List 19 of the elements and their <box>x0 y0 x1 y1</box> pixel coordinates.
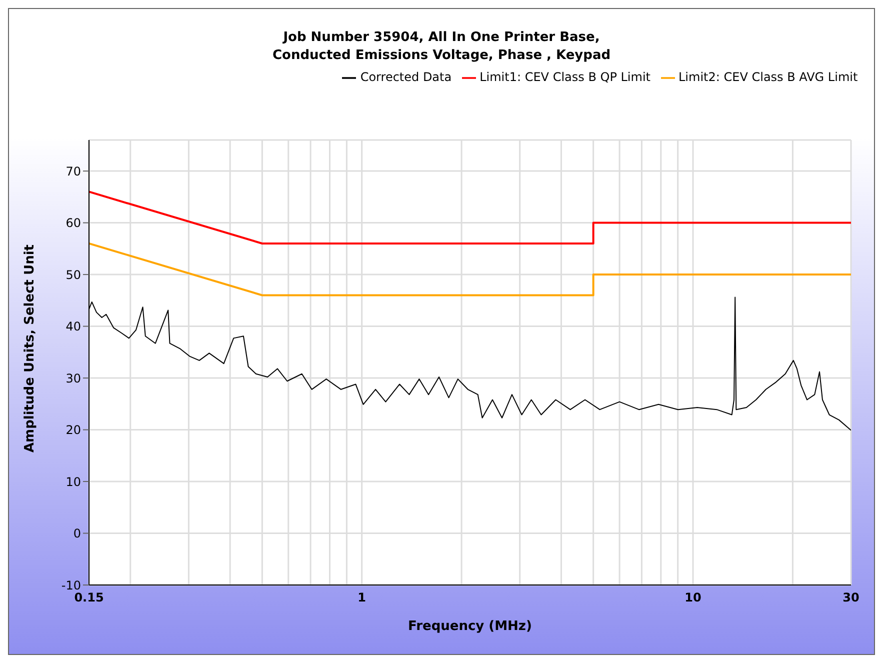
x-axis-title: Frequency (MHz) <box>408 619 532 634</box>
y-tick-label: 60 <box>66 216 81 230</box>
x-tick-label: 1 <box>358 590 366 605</box>
y-tick-label: 40 <box>66 320 81 334</box>
x-tick-label: 0.15 <box>74 590 104 605</box>
y-tick-label: 70 <box>66 164 81 178</box>
y-tick-label: 30 <box>66 371 81 386</box>
y-tick-label: 20 <box>66 423 81 438</box>
x-tick-label: 30 <box>842 590 860 605</box>
y-tick-label: -10 <box>61 578 81 592</box>
y-tick-label: 10 <box>66 474 81 489</box>
legend-label: Corrected Data <box>360 70 452 84</box>
x-tick-label: 10 <box>684 590 702 605</box>
y-axis-title: Amplitude Units, Select Unit <box>22 244 38 452</box>
legend-label: Limit2: CEV Class B AVG Limit <box>678 70 858 84</box>
legend-label: Limit1: CEV Class B QP Limit <box>480 70 650 84</box>
chart-title: Job Number 35904, All In One Printer Base, Conducted Emissions Voltage, Phase , Keypad <box>271 29 612 65</box>
y-tick-label: 50 <box>66 268 81 282</box>
y-tick-label: 0 <box>73 526 81 541</box>
